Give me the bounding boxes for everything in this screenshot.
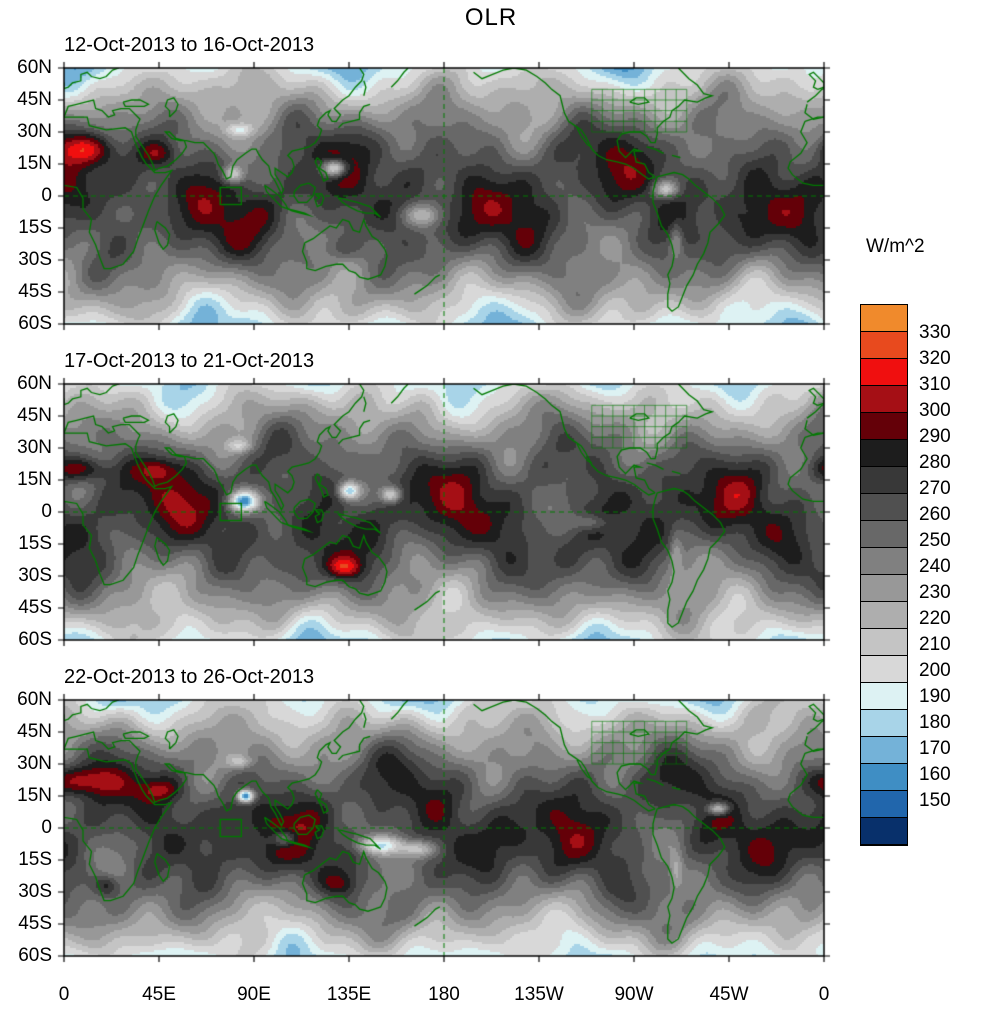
y-tick-label: 15S [18,533,52,554]
colorbar-box [861,467,907,494]
colorbar-box [861,494,907,521]
map-panel-2: 17-Oct-2013 to 21-Oct-2013 60N 45N 30N 15N 0 1… [0,350,852,650]
y-tick-label: 45S [18,281,52,302]
y-tick-label: 15N [17,153,52,174]
y-tick-label: 30N [17,121,52,142]
y-tick-label: 60S [18,629,52,650]
colorbar-tick-label: 290 [919,426,951,447]
x-tick-label: 180 [428,984,460,1005]
olr-map-canvas-3 [56,692,832,964]
y-tick-label: 30S [18,249,52,270]
colorbar-box [861,521,907,548]
panel-title: 17-Oct-2013 to 21-Oct-2013 [64,350,315,372]
colorbar-box [861,737,907,764]
map-panel-3: 22-Oct-2013 to 26-Oct-2013 60N 45N 30N 15N 0 1… [0,666,852,966]
colorbar-tick-label: 220 [919,608,951,629]
y-tick-label: 45S [18,913,52,934]
y-tick-label: 45N [17,721,52,742]
y-tick-label: 15N [17,469,52,490]
y-tick-label: 60S [18,313,52,334]
y-tick-label: 45N [17,89,52,110]
colorbar-tick-label: 250 [919,530,951,551]
colorbar-tick-label: 320 [919,348,951,369]
y-tick-label: 45S [18,597,52,618]
colorbar-box [861,683,907,710]
colorbar-tick-label: 330 [919,322,951,343]
colorbar-tick-label: 310 [919,374,951,395]
colorbar-units-label: W/m^2 [866,236,925,257]
colorbar-box [861,305,907,332]
colorbar-tick-label: 200 [919,660,951,681]
colorbar-box [861,548,907,575]
colorbar-box [861,764,907,791]
y-tick-label: 0 [41,501,52,522]
y-tick-label: 30N [17,753,52,774]
x-tick-label: 90W [614,984,654,1005]
y-tick-label: 30N [17,437,52,458]
colorbar-column: W/m^2 330 320 310 300 290 280 270 260 250 240 230 2… [860,236,982,846]
y-tick-label: 15S [18,217,52,238]
colorbar-tick-label: 160 [919,764,951,785]
colorbar-tick-label: 180 [919,712,951,733]
colorbar-box [861,386,907,413]
x-axis-labels: 0 45E 90E 135E 180 135W 90W 45W 0 [0,982,852,1010]
panel-title: 12-Oct-2013 to 16-Oct-2013 [64,34,315,56]
y-tick-label: 30S [18,881,52,902]
colorbar: 330 320 310 300 290 280 270 260 250 240 230 220 210 2… [860,304,951,846]
x-tick-label: 45W [709,984,749,1005]
y-tick-label: 60N [17,373,52,394]
colorbar-box [861,413,907,440]
x-tick-label: 0 [818,984,830,1005]
colorbar-tick-label: 240 [919,556,951,577]
y-tick-label: 0 [41,185,52,206]
x-tick-label: 0 [58,984,70,1005]
colorbar-box [861,440,907,467]
colorbar-box [861,710,907,737]
olr-map-canvas-2 [56,376,832,648]
y-tick-label: 0 [41,817,52,838]
colorbar-tick-label: 260 [919,504,951,525]
colorbar-tick-label: 170 [919,738,951,759]
colorbar-box [861,791,907,818]
olr-map-canvas-1 [56,60,832,332]
map-canvas-wrap [56,376,852,648]
x-tick-label: 90E [237,984,271,1005]
y-tick-label: 60N [17,689,52,710]
y-tick-label: 30S [18,565,52,586]
map-canvas-wrap [56,692,852,964]
colorbar-box [861,575,907,602]
colorbar-box [861,332,907,359]
figure-title: OLR [464,4,518,31]
colorbar-tick-label: 210 [919,634,951,655]
colorbar-tick-label: 190 [919,686,951,707]
y-tick-label: 60N [17,57,52,78]
map-panels-area: 12-Oct-2013 to 16-Oct-2013 60N 45N 30N 15N 0 1… [0,34,852,1010]
colorbar-box [861,602,907,629]
colorbar-tick-label: 270 [919,478,951,499]
x-tick-label: 135W [514,984,564,1005]
map-canvas-wrap [56,60,852,332]
x-tick-label: 45E [142,984,176,1005]
colorbar-tick-label: 150 [919,790,951,811]
x-tick-label: 135E [326,984,372,1005]
colorbar-box [861,359,907,386]
colorbar-box [861,818,907,845]
colorbar-tick-label: 280 [919,452,951,473]
y-tick-label: 15S [18,849,52,870]
map-panel-1: 12-Oct-2013 to 16-Oct-2013 60N 45N 30N 15N 0 1… [0,34,852,334]
panel-title: 22-Oct-2013 to 26-Oct-2013 [64,666,315,688]
colorbar-box [861,629,907,656]
colorbar-tick-label: 300 [919,400,951,421]
y-tick-label: 60S [18,945,52,966]
y-tick-label: 15N [17,785,52,806]
y-tick-label: 45N [17,405,52,426]
colorbar-box [861,656,907,683]
colorbar-tick-label: 230 [919,582,951,603]
